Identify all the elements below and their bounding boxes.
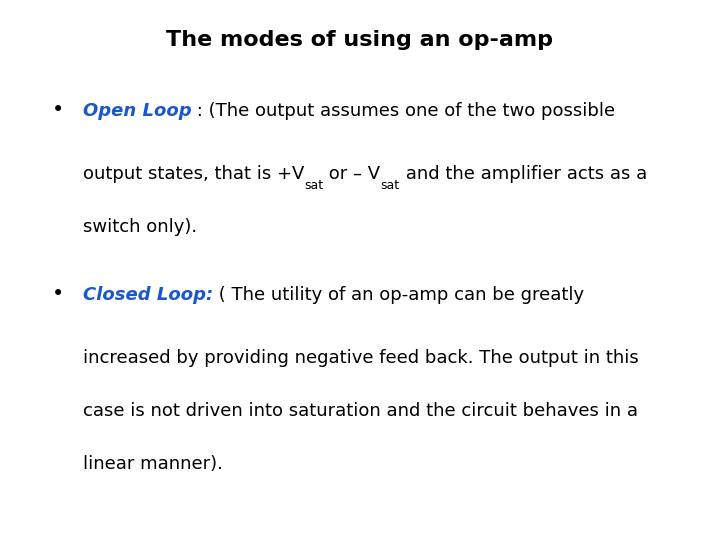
Text: switch only).: switch only). [83, 218, 197, 236]
Text: : (The output assumes one of the two possible: : (The output assumes one of the two pos… [192, 102, 616, 120]
Text: ( The utility of an op-amp can be greatly: ( The utility of an op-amp can be greatl… [213, 286, 584, 303]
Text: •: • [52, 100, 64, 120]
Text: Closed Loop:: Closed Loop: [83, 286, 213, 303]
Text: output states, that is +V: output states, that is +V [83, 165, 304, 183]
Text: sat: sat [380, 179, 400, 192]
Text: linear manner).: linear manner). [83, 455, 222, 472]
Text: or – V: or – V [323, 165, 380, 183]
Text: case is not driven into saturation and the circuit behaves in a: case is not driven into saturation and t… [83, 402, 638, 420]
Text: and the amplifier acts as a: and the amplifier acts as a [400, 165, 647, 183]
Text: •: • [52, 284, 64, 303]
Text: sat: sat [304, 179, 323, 192]
Text: The modes of using an op-amp: The modes of using an op-amp [166, 30, 554, 50]
Text: increased by providing negative feed back. The output in this: increased by providing negative feed bac… [83, 349, 639, 367]
Text: Open Loop: Open Loop [83, 102, 192, 120]
